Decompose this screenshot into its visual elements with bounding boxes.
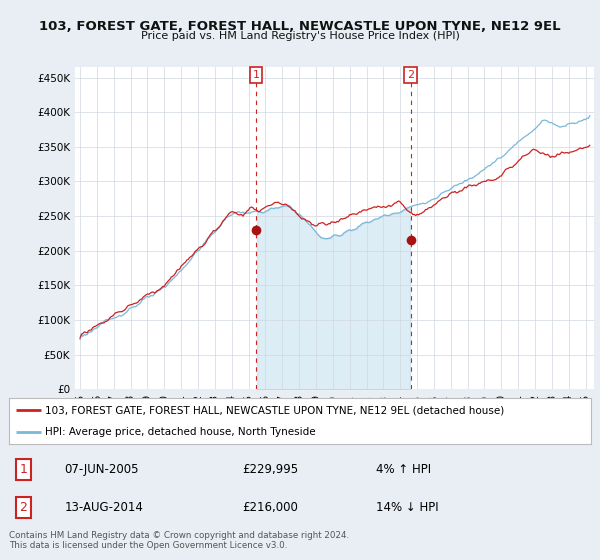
Text: 07-JUN-2005: 07-JUN-2005 bbox=[64, 463, 139, 476]
Text: Price paid vs. HM Land Registry's House Price Index (HPI): Price paid vs. HM Land Registry's House … bbox=[140, 31, 460, 41]
Text: 13-AUG-2014: 13-AUG-2014 bbox=[64, 501, 143, 514]
Text: £216,000: £216,000 bbox=[242, 501, 298, 514]
Text: 103, FOREST GATE, FOREST HALL, NEWCASTLE UPON TYNE, NE12 9EL: 103, FOREST GATE, FOREST HALL, NEWCASTLE… bbox=[39, 20, 561, 33]
Text: 4% ↑ HPI: 4% ↑ HPI bbox=[376, 463, 431, 476]
Text: 1: 1 bbox=[253, 70, 259, 80]
Text: 14% ↓ HPI: 14% ↓ HPI bbox=[376, 501, 438, 514]
Text: 2: 2 bbox=[20, 501, 28, 514]
Text: 103, FOREST GATE, FOREST HALL, NEWCASTLE UPON TYNE, NE12 9EL (detached house): 103, FOREST GATE, FOREST HALL, NEWCASTLE… bbox=[45, 405, 505, 416]
Text: Contains HM Land Registry data © Crown copyright and database right 2024.
This d: Contains HM Land Registry data © Crown c… bbox=[9, 531, 349, 550]
Text: HPI: Average price, detached house, North Tyneside: HPI: Average price, detached house, Nort… bbox=[45, 427, 316, 437]
Text: 1: 1 bbox=[20, 463, 28, 476]
Text: 2: 2 bbox=[407, 70, 414, 80]
Text: £229,995: £229,995 bbox=[242, 463, 298, 476]
